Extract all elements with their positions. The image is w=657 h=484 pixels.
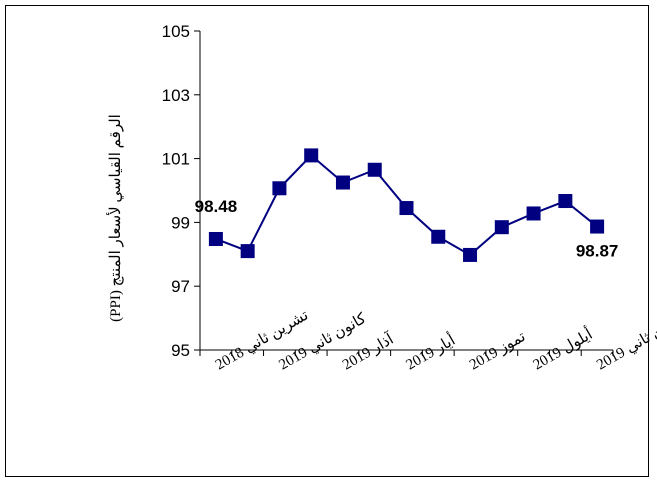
- data-point: [526, 206, 541, 221]
- data-point: [240, 244, 255, 259]
- data-point: [494, 220, 509, 235]
- x-tick-label: تموز 2019: [467, 329, 528, 374]
- y-tick-label: 105: [162, 22, 190, 41]
- y-axis-title: الرقم القياسي لأسعار المنتج (PPI): [106, 114, 124, 322]
- chart-frame: [5, 5, 649, 477]
- data-point: [335, 175, 350, 190]
- data-labels: 98.48 98.87: [195, 197, 619, 261]
- y-tick-label: 97: [171, 277, 190, 296]
- y-tick-label: 99: [171, 213, 190, 232]
- data-point: [367, 162, 382, 177]
- data-label: 98.48: [195, 197, 238, 216]
- y-axis: 95 97 99 101 103 105: [162, 22, 201, 360]
- data-point: [463, 247, 478, 262]
- y-tick-label: 101: [162, 150, 190, 169]
- series: [208, 148, 605, 262]
- y-tick-label: 95: [171, 341, 190, 360]
- x-tick-label: أيار 2019: [402, 330, 458, 373]
- data-point: [431, 229, 446, 244]
- x-tick-label: أيلول 2019: [529, 324, 595, 373]
- data-point: [590, 219, 605, 234]
- data-point: [304, 148, 319, 163]
- data-point: [399, 201, 414, 216]
- y-tick-label: 103: [162, 86, 190, 105]
- data-point: [272, 181, 287, 196]
- data-label: 98.87: [576, 242, 619, 261]
- data-point: [558, 194, 573, 209]
- x-tick-label: تشرين ثاني 2019: [594, 307, 657, 373]
- data-point: [208, 231, 223, 246]
